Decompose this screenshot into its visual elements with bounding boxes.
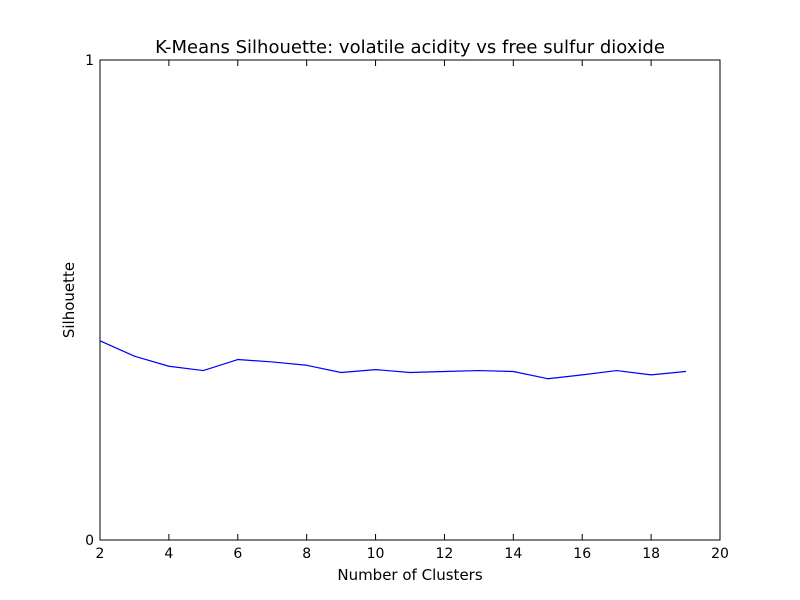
x-axis-ticks: 2 4 6 8 10 12 14 16 18 20 bbox=[96, 60, 729, 562]
x-tick-label: 20 bbox=[711, 546, 729, 562]
x-tick-label: 12 bbox=[436, 546, 454, 562]
x-tick-label: 8 bbox=[302, 546, 311, 562]
y-axis-ticks: 01 bbox=[85, 53, 720, 549]
y-tick-label: 1 bbox=[85, 53, 94, 69]
x-tick-label: 2 bbox=[96, 546, 105, 562]
x-tick-label: 18 bbox=[642, 546, 660, 562]
data-point bbox=[684, 370, 687, 373]
data-point bbox=[616, 369, 618, 372]
data-point bbox=[650, 374, 652, 376]
x-tick-label: 6 bbox=[233, 546, 242, 562]
data-point bbox=[547, 378, 549, 380]
data-point bbox=[340, 371, 342, 374]
data-point bbox=[168, 365, 170, 367]
data-point bbox=[237, 358, 239, 361]
data-point bbox=[133, 355, 136, 357]
data-point bbox=[409, 371, 411, 374]
data-point bbox=[478, 369, 480, 372]
series-layer bbox=[99, 340, 687, 380]
y-axis-label: Silhouette bbox=[60, 262, 78, 338]
data-point bbox=[443, 370, 446, 373]
plot-frame bbox=[99, 59, 721, 541]
series-line bbox=[99, 340, 686, 380]
data-point bbox=[581, 374, 583, 376]
data-point bbox=[99, 340, 101, 342]
data-point bbox=[306, 364, 308, 366]
y-tick-label: 0 bbox=[85, 533, 94, 549]
x-tick-label: 4 bbox=[164, 546, 173, 562]
plot-area: 2 4 6 8 10 12 14 16 18 20 01 bbox=[85, 53, 729, 562]
data-point bbox=[374, 369, 377, 371]
data-point bbox=[271, 361, 273, 363]
chart-title: K-Means Silhouette: volatile acidity vs … bbox=[155, 37, 665, 58]
x-tick-label: 14 bbox=[504, 546, 522, 562]
x-axis-label: Number of Clusters bbox=[337, 566, 482, 584]
x-tick-label: 16 bbox=[573, 546, 591, 562]
data-point bbox=[202, 369, 204, 372]
data-point bbox=[512, 370, 514, 373]
x-tick-label: 10 bbox=[367, 546, 385, 562]
